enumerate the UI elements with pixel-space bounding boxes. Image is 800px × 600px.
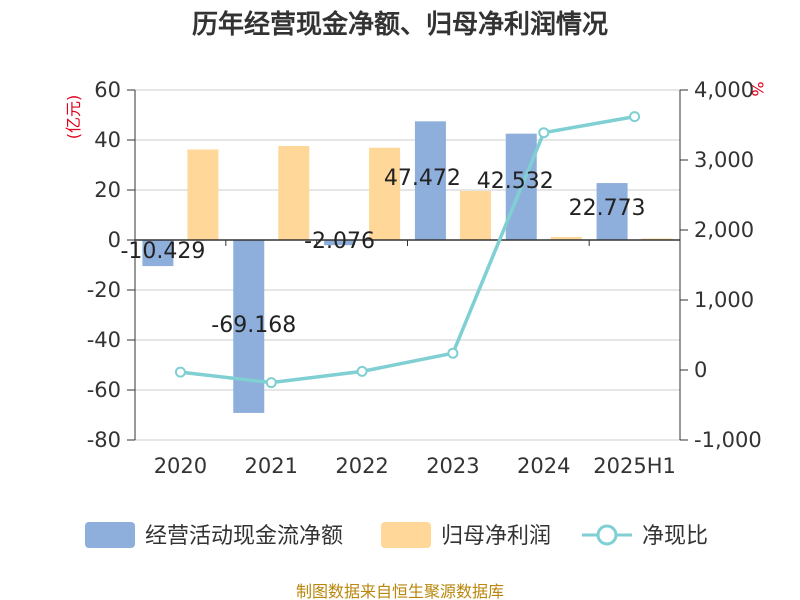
chart-title: 历年经营现金净额、归母净利润情况 xyxy=(192,9,608,40)
ratio-line-point xyxy=(174,366,186,378)
category-label: 2023 xyxy=(426,454,479,478)
ratio-line-path xyxy=(180,114,635,385)
bar-net-profit xyxy=(550,237,582,240)
category-label: 2022 xyxy=(335,454,388,478)
ratio-line-point xyxy=(265,377,277,389)
bar-operating-cash xyxy=(233,240,265,413)
data-label-operating-cash: 47.472 xyxy=(384,166,461,191)
right-axis-tick-label: 3,000 xyxy=(694,148,754,172)
bar-operating-cash xyxy=(596,183,628,240)
left-axis-tick-label: 40 xyxy=(94,128,121,152)
data-label-operating-cash: -10.429 xyxy=(120,239,205,264)
right-axis-tick-label: 0 xyxy=(694,358,707,382)
category-label: 2024 xyxy=(517,454,570,478)
left-axis-tick-label: 20 xyxy=(94,178,121,202)
axes: 60 40 20 0 -20 -40 -60 -80 4,000 3,000 2,000 1,000 0… xyxy=(87,78,762,478)
legend-label-net-profit: 归母净利润 xyxy=(441,524,551,549)
bars xyxy=(142,121,673,413)
left-axis-tick-label: -20 xyxy=(87,278,121,302)
legend: 经营活动现金流净额 归母净利润 净现比 xyxy=(85,522,708,549)
legend-swatch-operating-cash xyxy=(85,522,135,548)
legend-label-ratio: 净现比 xyxy=(642,524,708,549)
data-label-operating-cash: 42.532 xyxy=(477,169,554,194)
ratio-line-point xyxy=(447,347,459,359)
legend-label-operating-cash: 经营活动现金流净额 xyxy=(145,524,343,549)
ratio-line xyxy=(174,111,641,389)
bar-net-profit xyxy=(459,191,491,240)
category-label: 2020 xyxy=(154,454,207,478)
left-axis-unit: (亿元) xyxy=(64,95,83,140)
left-axis-tick-label: -40 xyxy=(87,328,121,352)
category-label: 2025H1 xyxy=(593,454,676,478)
data-labels: -10.429 -69.168 -2.076 47.472 42.532 22.773 xyxy=(120,166,645,338)
bar-operating-cash xyxy=(324,240,356,246)
left-axis-tick-label: 0 xyxy=(108,228,121,252)
source-note: 制图数据来自恒生聚源数据库 xyxy=(296,582,504,600)
grid-lines xyxy=(135,89,680,441)
right-axis-tick-label: -1,000 xyxy=(694,428,762,452)
data-label-operating-cash: -2.076 xyxy=(304,229,375,254)
ratio-line-point xyxy=(629,111,641,123)
right-axis-tick-label: 4,000 xyxy=(694,78,754,102)
left-axis-tick-label: -60 xyxy=(87,378,121,402)
bar-operating-cash xyxy=(414,121,446,240)
bar-operating-cash xyxy=(142,240,174,267)
legend-swatch-net-profit xyxy=(381,522,431,548)
ratio-line-point xyxy=(356,365,368,377)
left-axis-tick-label: 60 xyxy=(94,78,121,102)
right-axis-tick-label: 1,000 xyxy=(694,288,754,312)
legend-swatch-ratio-marker xyxy=(596,524,618,546)
bar-net-profit xyxy=(187,149,219,240)
right-axis-unit: % xyxy=(748,81,767,96)
data-label-operating-cash: 22.773 xyxy=(569,196,646,221)
bar-net-profit xyxy=(369,147,401,240)
category-label: 2021 xyxy=(245,454,298,478)
ratio-line-point xyxy=(538,127,550,139)
right-axis-tick-label: 2,000 xyxy=(694,218,754,242)
left-axis-tick-label: -80 xyxy=(87,428,121,452)
data-label-operating-cash: -69.168 xyxy=(211,313,296,338)
bar-net-profit xyxy=(278,146,310,240)
